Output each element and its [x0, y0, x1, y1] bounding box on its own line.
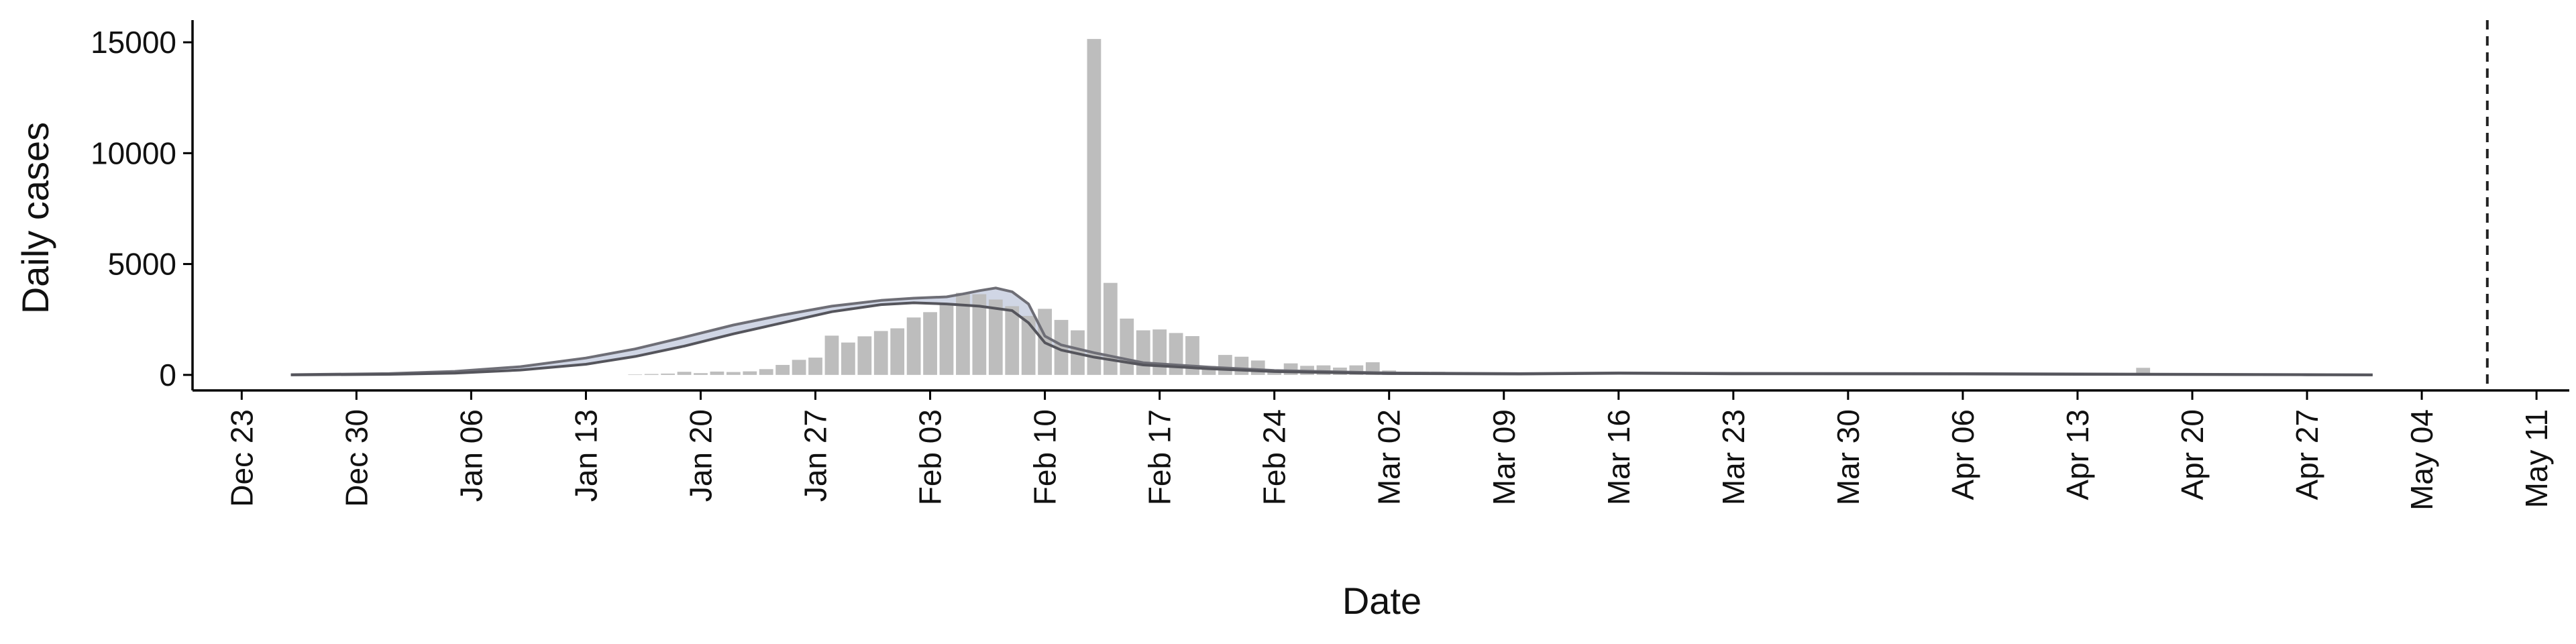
- bar-2020-01-16: [628, 374, 643, 375]
- bar-2020-02-17: [1152, 329, 1167, 375]
- y-tick-label: 10000: [91, 136, 176, 170]
- bar-2020-02-02: [906, 317, 921, 375]
- bar-2020-01-21: [710, 371, 724, 375]
- x-tick-label: May 04: [2404, 409, 2439, 511]
- bar-2020-02-04: [939, 303, 954, 375]
- x-tick-label: Feb 17: [1142, 409, 1177, 505]
- x-tick-label: Feb 03: [913, 409, 948, 505]
- bar-2020-01-17: [644, 374, 659, 375]
- x-tick-label: Mar 02: [1372, 409, 1407, 505]
- x-tick-label: Jan 06: [453, 409, 488, 502]
- bar-2020-02-07: [988, 299, 1003, 375]
- y-axis-title: Daily cases: [14, 122, 56, 314]
- bar-2020-02-16: [1136, 330, 1150, 375]
- bar-2020-04-17: [2136, 368, 2151, 375]
- axis-layer: 0 5000 10000 15000 Dec 23 Dec 30 Jan 06 Jan 13 J…: [91, 20, 2569, 511]
- bar-2020-02-13: [1087, 39, 1102, 375]
- lower-line: [290, 301, 2373, 376]
- bar-2020-02-08: [1005, 306, 1020, 375]
- bar-2020-01-18: [661, 373, 675, 375]
- bar-2020-01-19: [677, 372, 692, 375]
- bar-2020-02-11: [1054, 319, 1069, 375]
- bar-2020-02-01: [890, 328, 905, 375]
- bar-2020-02-15: [1120, 318, 1134, 375]
- x-tick-label: Feb 10: [1028, 409, 1063, 505]
- x-tick-label: Apr 20: [2175, 409, 2210, 500]
- x-tick-label: Dec 23: [224, 409, 259, 507]
- bar-2020-01-31: [873, 331, 888, 375]
- bar-2020-01-28: [824, 335, 839, 375]
- bar-2020-02-22: [1234, 356, 1249, 375]
- x-tick-label: Jan 20: [684, 409, 718, 502]
- y-tick-label: 0: [159, 358, 176, 392]
- bar-2020-02-05: [956, 292, 970, 375]
- x-tick-label: Jan 13: [568, 409, 603, 502]
- x-tick-label: May 11: [2519, 409, 2554, 508]
- bar-2020-02-06: [972, 294, 987, 375]
- x-tick-label: Apr 06: [1945, 409, 1980, 500]
- x-tick-label: Feb 24: [1257, 409, 1292, 505]
- y-tick-label: 15000: [91, 25, 176, 60]
- bar-2020-01-25: [775, 364, 790, 375]
- x-tick-label: Apr 27: [2290, 409, 2324, 500]
- bar-2020-02-23: [1250, 360, 1265, 375]
- bar-2020-02-09: [1021, 315, 1036, 375]
- bar-2020-01-26: [792, 360, 806, 375]
- bar-2020-01-24: [759, 369, 773, 375]
- x-tick-label: Apr 13: [2060, 409, 2095, 500]
- bar-2020-01-22: [726, 372, 741, 375]
- bar-2020-01-30: [857, 336, 872, 375]
- bar-2020-01-27: [808, 358, 822, 375]
- line-layer: [290, 286, 2373, 376]
- x-tick-label: Jan 27: [798, 409, 833, 502]
- bar-2020-01-29: [841, 342, 855, 375]
- bar-2020-02-18: [1169, 333, 1183, 375]
- y-tick-label: 5000: [108, 247, 176, 282]
- x-tick-label: Mar 09: [1487, 409, 1521, 505]
- bar-2020-02-03: [923, 312, 937, 375]
- bar-layer: [628, 39, 2151, 376]
- x-tick-label: Mar 23: [1716, 409, 1751, 505]
- x-tick-label: Mar 16: [1601, 409, 1636, 505]
- bar-2020-02-14: [1103, 282, 1118, 375]
- bar-2020-01-23: [743, 371, 757, 375]
- x-tick-label: Dec 30: [339, 409, 374, 507]
- x-axis-title: Date: [1342, 580, 1421, 622]
- bar-2020-01-20: [694, 373, 708, 375]
- x-tick-label: Mar 30: [1831, 409, 1866, 505]
- bar-2020-02-21: [1218, 355, 1232, 375]
